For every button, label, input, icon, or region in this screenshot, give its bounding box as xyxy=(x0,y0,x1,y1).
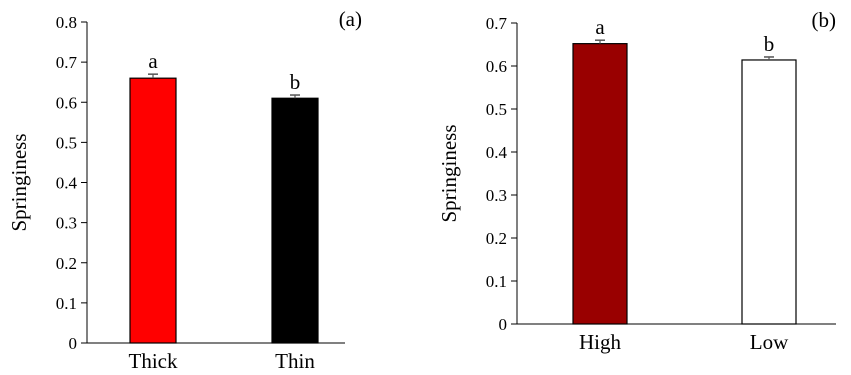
chart-panel-a: 0 0.1 0.2 0.3 0.4 0.5 0.6 0.7 0.8 Springiness (a) a… xyxy=(7,7,362,373)
significance-label: b xyxy=(290,70,301,94)
significance-label: a xyxy=(595,15,605,39)
y-tick-label: 0.5 xyxy=(486,100,507,119)
panel-label: (a) xyxy=(339,7,362,31)
significance-label: a xyxy=(148,49,158,73)
bar-thick xyxy=(129,77,177,344)
y-tick-label: 0.3 xyxy=(56,214,77,233)
x-tick-label: Thin xyxy=(275,349,315,373)
x-tick-label: Low xyxy=(750,330,789,354)
panel-label: (b) xyxy=(812,8,837,32)
bar-thin xyxy=(271,97,319,344)
bar-low xyxy=(741,59,797,325)
y-tick-label: 0.7 xyxy=(56,53,78,72)
y-tick-label: 0.3 xyxy=(486,186,507,205)
y-tick-label: 0.5 xyxy=(56,133,77,152)
bar-high xyxy=(572,43,628,325)
y-tick-label: 0.4 xyxy=(56,174,78,193)
significance-label: b xyxy=(764,32,775,56)
y-tick-label: 0.6 xyxy=(486,57,507,76)
y-axis-title: Springiness xyxy=(437,124,461,222)
y-tick-label: 0.2 xyxy=(486,229,507,248)
chart-panel-b: 0 0.1 0.2 0.3 0.4 0.5 0.6 0.7 Springiness (b) a Hig… xyxy=(437,8,836,354)
y-tick-label: 0.2 xyxy=(56,254,77,273)
y-tick-label: 0.8 xyxy=(56,13,77,32)
y-axis-title: Springiness xyxy=(7,133,31,231)
x-tick-label: High xyxy=(579,330,622,354)
y-tick-label: 0.7 xyxy=(486,14,508,33)
y-tick-label: 0.1 xyxy=(486,272,507,291)
x-tick-label: Thick xyxy=(129,349,178,373)
y-tick-label: 0.6 xyxy=(56,93,77,112)
y-tick-label: 0 xyxy=(69,334,78,353)
y-tick-label: 0.1 xyxy=(56,294,77,313)
y-tick-label: 0.4 xyxy=(486,143,508,162)
y-tick-label: 0 xyxy=(499,315,508,334)
